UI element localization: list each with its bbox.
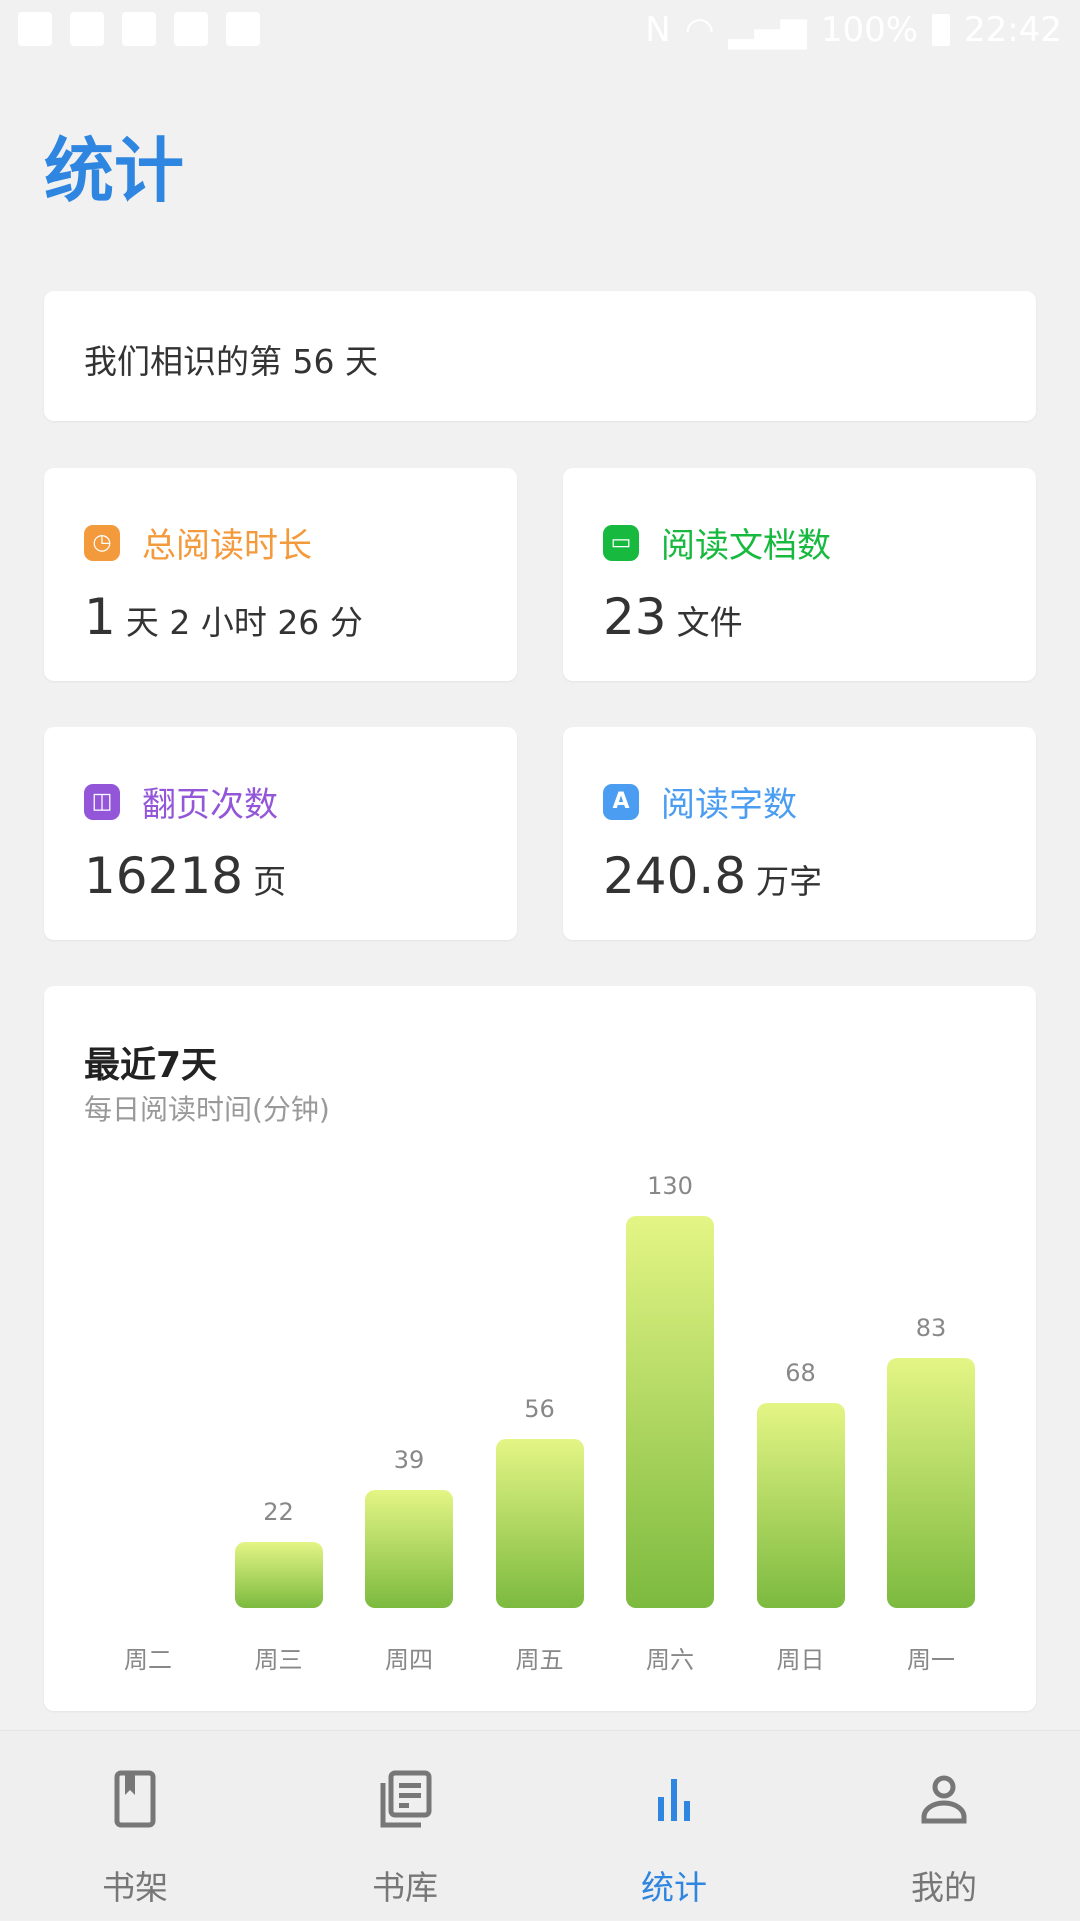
stat-label: 阅读文档数 bbox=[661, 526, 831, 566]
bar-周一 bbox=[887, 1357, 975, 1608]
notification-icons bbox=[18, 12, 260, 46]
gmail-icon bbox=[18, 12, 52, 46]
days-text: 我们相识的第 56 天 bbox=[84, 342, 378, 381]
x-tick-label: 周五 bbox=[515, 1646, 564, 1674]
library-icon bbox=[380, 1770, 432, 1828]
nav-label: 书库 bbox=[372, 1868, 438, 1907]
bookshelf-icon bbox=[114, 1770, 156, 1828]
stat-card-documents: ▭ 阅读文档数 23 文件 bbox=[563, 468, 1036, 681]
nav-profile[interactable]: 我的 bbox=[844, 1731, 1044, 1921]
weekly-chart-card: 最近7天 每日阅读时间(分钟) 周二 22 周三 39 周四 56 周五 130 周六 68 周日 8… bbox=[44, 986, 1036, 1711]
stat-label: 阅读字数 bbox=[661, 785, 797, 825]
chart-title: 最近7天 bbox=[84, 1045, 218, 1086]
stat-card-page-turns: ◫ 翻页次数 16218 页 bbox=[44, 727, 517, 940]
stat-value: 23 文件 bbox=[603, 588, 743, 646]
x-tick-label: 周日 bbox=[776, 1646, 825, 1674]
nfc-icon: N bbox=[645, 10, 671, 50]
bar-周日 bbox=[756, 1402, 845, 1608]
x-tick-label: 周三 bbox=[254, 1646, 303, 1674]
bar-value-label: 130 bbox=[647, 1172, 693, 1200]
chart-subtitle: 每日阅读时间(分钟) bbox=[84, 1093, 330, 1126]
bar-周四 bbox=[365, 1490, 453, 1608]
stat-value: 240.8 万字 bbox=[603, 847, 823, 905]
bar-chart-icon bbox=[658, 1779, 690, 1821]
bar-value-label: 83 bbox=[915, 1313, 947, 1342]
nav-statistics[interactable]: 统计 bbox=[574, 1731, 774, 1921]
bar-value-label: 22 bbox=[263, 1497, 294, 1526]
nav-library[interactable]: 书库 bbox=[305, 1731, 505, 1921]
bar-周五 bbox=[495, 1439, 584, 1608]
battery-icon bbox=[932, 14, 951, 46]
status-bar: N ◠ ▂▄▆ 100% 22:42 bbox=[0, 0, 1080, 64]
x-tick-label: 周四 bbox=[385, 1646, 433, 1674]
nav-label: 统计 bbox=[641, 1868, 707, 1907]
bar-value-label: 68 bbox=[785, 1358, 816, 1387]
stat-value: 16218 页 bbox=[84, 847, 287, 905]
bottom-nav: 书架 书库 统计 我的 bbox=[0, 1730, 1080, 1920]
x-tick-label: 周一 bbox=[907, 1646, 955, 1674]
stat-card-words: A 阅读字数 240.8 万字 bbox=[563, 727, 1036, 940]
x-tick-label: 周六 bbox=[646, 1646, 694, 1674]
book-icon: ◫ bbox=[84, 783, 120, 820]
clock-icon: ◷ bbox=[84, 524, 120, 561]
battery-saver-icon bbox=[226, 12, 260, 46]
folder-icon: ▭ bbox=[603, 524, 639, 561]
clock: 22:42 bbox=[964, 10, 1062, 50]
days-card: 我们相识的第 56 天 bbox=[44, 291, 1036, 421]
nav-bookshelf[interactable]: 书架 bbox=[35, 1731, 235, 1921]
x-tick-label: 周二 bbox=[124, 1646, 172, 1674]
page-title: 统计 bbox=[44, 130, 184, 212]
bar-周三 bbox=[234, 1541, 323, 1608]
bar-value-label: 39 bbox=[393, 1446, 425, 1475]
letter-a-icon: A bbox=[603, 783, 639, 820]
signal-icon: ▂▄▆ bbox=[728, 10, 807, 50]
bar-周六 bbox=[626, 1216, 714, 1608]
stat-label: 总阅读时长 bbox=[142, 526, 312, 566]
flipboard-icon bbox=[70, 12, 104, 46]
bar-value-label: 56 bbox=[524, 1395, 555, 1424]
person-icon bbox=[921, 1775, 967, 1824]
wifi-icon: ◠ bbox=[684, 10, 715, 50]
sim-icon bbox=[122, 12, 156, 46]
stat-label: 翻页次数 bbox=[142, 785, 278, 825]
battery-percent: 100% bbox=[820, 10, 919, 50]
cloud-icon bbox=[174, 12, 208, 46]
nav-label: 书架 bbox=[102, 1868, 168, 1907]
nav-label: 我的 bbox=[911, 1868, 977, 1907]
